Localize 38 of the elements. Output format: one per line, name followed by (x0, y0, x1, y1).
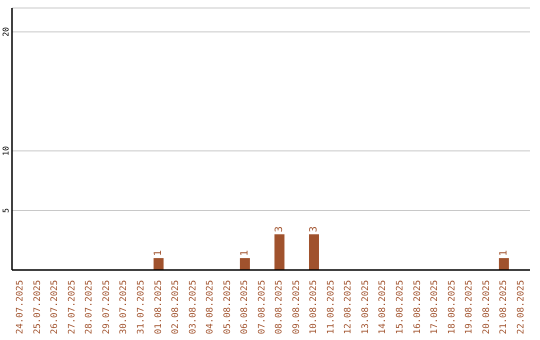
y-tick-label: 5 (2, 208, 10, 213)
x-tick-label: 07.08.2025 (257, 280, 268, 334)
x-tick-label: 20.08.2025 (482, 280, 492, 334)
data-label: 3 (308, 226, 320, 232)
x-tick-label: 03.08.2025 (188, 280, 198, 334)
x-tick-label: 12.08.2025 (344, 280, 354, 334)
x-tick-label: 25.07.2025 (32, 280, 43, 334)
x-tick-label: 09.08.2025 (292, 280, 302, 334)
x-tick-label: 24.07.2025 (16, 280, 26, 334)
x-tick-label: 22.08.2025 (516, 280, 526, 334)
x-tick-label: 11.08.2025 (326, 280, 336, 334)
x-tick-label: 04.08.2025 (206, 280, 216, 334)
x-tick-label: 31.07.2025 (136, 280, 146, 334)
x-tick-label: 21.08.2025 (499, 280, 510, 334)
x-tick-label: 10.08.2025 (309, 280, 320, 334)
x-tick-label: 29.07.2025 (102, 280, 112, 334)
data-label: 1 (153, 250, 164, 256)
y-tick-label: 10 (2, 146, 10, 156)
data-label: 3 (274, 226, 285, 232)
x-tick-label: 28.07.2025 (84, 280, 95, 334)
data-label: 1 (239, 250, 250, 256)
x-tick-label: 19.08.2025 (464, 280, 475, 334)
x-tick-label: 16.08.2025 (412, 280, 423, 334)
x-tick-label: 02.08.2025 (171, 280, 182, 334)
x-tick-label: 30.07.2025 (119, 280, 130, 334)
x-tick-label: 17.08.2025 (430, 280, 440, 334)
x-tick-label: 01.08.2025 (154, 280, 164, 334)
x-tick-label: 27.07.2025 (67, 280, 78, 334)
data-label: 1 (498, 250, 510, 256)
x-tick-label: 05.08.2025 (222, 280, 233, 334)
x-tick-label: 15.08.2025 (396, 280, 406, 334)
y-tick-label: 20 (2, 26, 10, 37)
x-tick-label: 06.08.2025 (240, 280, 250, 334)
x-tick-label: 13.08.2025 (360, 280, 371, 334)
x-tick-label: 14.08.2025 (378, 280, 388, 334)
x-tick-label: 26.07.2025 (50, 280, 60, 334)
x-tick-label: 08.08.2025 (274, 280, 285, 334)
x-tick-label: 18.08.2025 (447, 280, 458, 334)
